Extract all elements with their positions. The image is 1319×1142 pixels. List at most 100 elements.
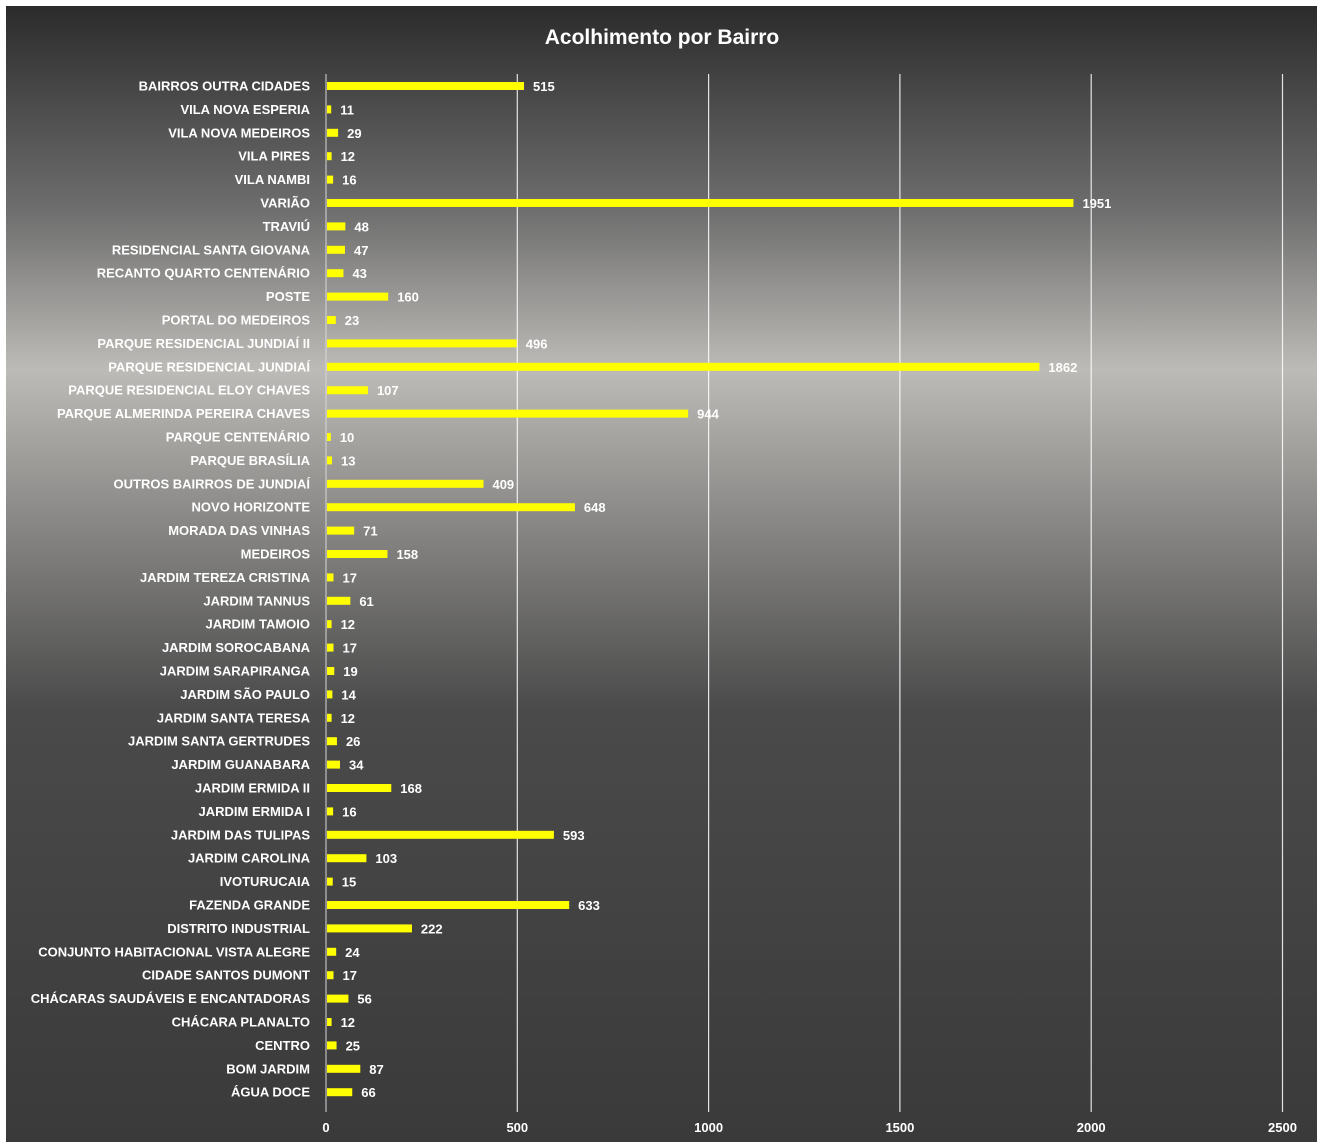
category-label: JARDIM SANTA GERTRUDES	[128, 734, 310, 749]
bar	[327, 877, 333, 886]
bar	[327, 760, 341, 769]
category-label: VILA NAMBI	[235, 172, 310, 187]
category-label: VILA NOVA MEDEIROS	[168, 125, 310, 140]
data-label: 944	[697, 407, 719, 422]
bar	[327, 643, 334, 652]
data-label: 160	[397, 290, 419, 305]
data-label: 87	[369, 1062, 383, 1077]
data-labels: 515 11 29 12 16 1951 48 47 43 160 23 496 1862 107 944 1…	[340, 79, 1112, 1100]
data-label: 222	[421, 921, 443, 936]
category-label: PARQUE RESIDENCIAL JUNDIAÍ II	[97, 336, 310, 351]
category-label: PARQUE RESIDENCIAL JUNDIAÍ	[108, 359, 310, 374]
data-label: 71	[363, 524, 377, 539]
category-label: JARDIM TAMOIO	[206, 617, 310, 632]
bar	[327, 105, 332, 114]
data-label: 11	[340, 102, 354, 117]
data-label: 1951	[1082, 196, 1111, 211]
data-label: 14	[341, 687, 356, 702]
category-label: JARDIM GUANABARA	[171, 757, 310, 772]
bar	[327, 222, 346, 231]
bar	[327, 830, 554, 839]
data-label: 107	[377, 383, 399, 398]
category-label: CONJUNTO HABITACIONAL VISTA ALEGRE	[38, 944, 310, 959]
category-label: CIDADE SANTOS DUMONT	[142, 968, 310, 983]
category-label: PARQUE BRASÍLIA	[190, 453, 310, 468]
data-label: 19	[343, 664, 357, 679]
bar	[327, 1018, 332, 1026]
category-label: JARDIM SÃO PAULO	[180, 687, 310, 702]
bar	[327, 807, 334, 816]
category-label: CENTRO	[255, 1038, 310, 1053]
bar	[327, 620, 332, 629]
bar	[327, 994, 349, 1003]
chart-title: Acolhimento por Bairro	[545, 26, 780, 49]
bar	[327, 245, 345, 254]
category-label: RESIDENCIAL SANTA GIOVANA	[112, 242, 311, 257]
data-label: 16	[342, 804, 356, 819]
bar	[327, 971, 334, 980]
data-label: 66	[361, 1085, 375, 1100]
bar	[327, 292, 389, 301]
x-tick-label: 2000	[1077, 1120, 1106, 1135]
data-label: 17	[343, 641, 357, 656]
bar	[327, 128, 339, 137]
category-label: IVOTURUCAIA	[220, 874, 311, 889]
x-axis-tick-labels: 0 500 1000 1500 2000 2500	[322, 1120, 1297, 1135]
data-label: 15	[342, 875, 356, 890]
data-label: 61	[359, 594, 373, 609]
bar	[327, 409, 689, 418]
data-label: 648	[584, 500, 606, 515]
bar	[327, 550, 388, 558]
bar	[327, 596, 351, 605]
category-label: JARDIM DAS TULIPAS	[171, 827, 310, 842]
bar	[327, 1064, 361, 1073]
bars	[327, 82, 1074, 1097]
data-label: 43	[352, 266, 366, 281]
bar	[327, 713, 332, 722]
data-label: 48	[354, 219, 368, 234]
category-label: VILA NOVA ESPERIA	[180, 102, 310, 117]
data-label: 168	[400, 781, 422, 796]
bar	[327, 479, 484, 488]
category-labels: BAIRROS OUTRA CIDADES VILA NOVA ESPERIA VI…	[31, 79, 311, 1100]
bar	[327, 362, 1040, 371]
bar	[327, 269, 344, 278]
category-label: BAIRROS OUTRA CIDADES	[139, 79, 311, 94]
category-label: VILA PIRES	[238, 149, 310, 164]
bar	[327, 456, 332, 465]
bar	[327, 199, 1074, 207]
bar	[327, 1088, 353, 1097]
data-label: 26	[346, 734, 360, 749]
category-label: JARDIM SANTA TERESA	[157, 710, 311, 725]
bar	[327, 152, 332, 161]
data-label: 56	[357, 992, 371, 1007]
data-label: 515	[533, 79, 555, 94]
category-label: JARDIM ERMIDA II	[195, 781, 310, 796]
bar	[327, 1041, 337, 1050]
data-label: 25	[346, 1038, 360, 1053]
data-label: 593	[563, 828, 585, 843]
data-label: 10	[340, 430, 354, 445]
category-label: CHÁCARAS SAUDÁVEIS E ENCANTADORAS	[31, 991, 311, 1006]
category-label: VARIÃO	[260, 196, 310, 211]
bar	[327, 386, 368, 395]
category-label: MORADA DAS VINHAS	[168, 523, 310, 538]
data-label: 29	[347, 126, 361, 141]
category-label: OUTROS BAIRROS DE JUNDIAÍ	[114, 476, 311, 491]
category-label: JARDIM CAROLINA	[188, 851, 311, 866]
bar	[327, 737, 337, 746]
data-label: 1862	[1048, 360, 1077, 375]
data-label: 12	[341, 149, 355, 164]
bar	[327, 526, 355, 535]
x-tick-label: 500	[506, 1120, 528, 1135]
category-label: ÁGUA DOCE	[231, 1085, 310, 1100]
bar	[327, 339, 517, 348]
category-label: MEDEIROS	[241, 547, 311, 562]
category-label: JARDIM SARAPIRANGA	[160, 664, 311, 679]
x-tick-label: 2500	[1268, 1120, 1297, 1135]
category-label: RECANTO QUARTO CENTENÁRIO	[97, 266, 310, 281]
data-label: 13	[341, 453, 355, 468]
data-label: 23	[345, 313, 359, 328]
data-label: 12	[341, 1015, 355, 1030]
bar	[327, 667, 335, 675]
